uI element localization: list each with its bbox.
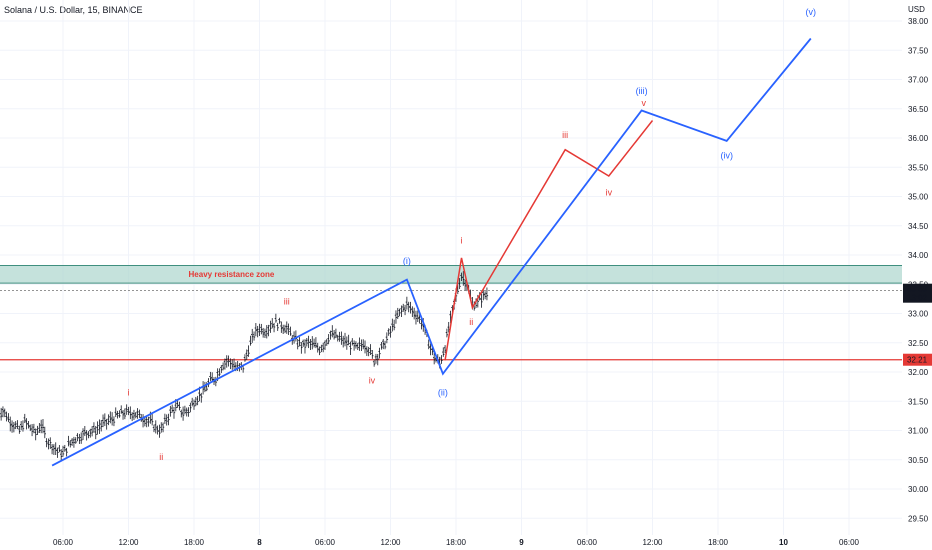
red-wave-label: i <box>460 235 462 245</box>
blue-wave-path <box>51 37 812 467</box>
y-tick-label: 34.00 <box>908 251 929 260</box>
y-tick-label: 32.50 <box>908 339 929 348</box>
x-tick-label: 06:00 <box>315 538 336 547</box>
x-tick-label: 12:00 <box>118 538 139 547</box>
y-tick-label: 32.00 <box>908 368 929 377</box>
x-tick-label: 18:00 <box>708 538 729 547</box>
support-price-label: 32.21 <box>907 356 928 365</box>
resistance-zone-label: Heavy resistance zone <box>189 270 275 279</box>
blue-wave-label: (iv) <box>720 150 733 160</box>
x-tick-label: 12:00 <box>380 538 401 547</box>
y-tick-label: 30.00 <box>908 485 929 494</box>
red-wave-path <box>444 120 654 361</box>
y-axis-unit: USD <box>908 5 925 14</box>
y-tick-label: 35.00 <box>908 193 929 202</box>
current-price-tag <box>903 283 932 303</box>
red-wave-label: v <box>642 98 647 108</box>
support-price-tag <box>903 353 932 366</box>
resistance-zone-fill <box>0 265 902 284</box>
wave-count <box>51 37 812 467</box>
y-tick-label: 34.50 <box>908 222 929 231</box>
x-tick-label: 9 <box>519 538 524 547</box>
price-countdown: 13:02 <box>907 294 928 303</box>
y-tick-label: 38.00 <box>908 17 929 26</box>
y-tick-label: 36.50 <box>908 105 929 114</box>
y-axis-bg <box>902 0 932 550</box>
x-tick-label: 06:00 <box>577 538 598 547</box>
x-axis-bg <box>0 535 902 550</box>
y-tick-label: 37.50 <box>908 46 929 55</box>
y-tick-label: 30.50 <box>908 456 929 465</box>
red-wave-label: iii <box>284 297 290 307</box>
red-wave-label: iv <box>606 187 613 197</box>
blue-wave-label: (iii) <box>636 86 648 96</box>
x-tick-label: 06:00 <box>53 538 74 547</box>
chart-title: Solana / U.S. Dollar, 15, BINANCE <box>4 5 143 15</box>
red-wave-label: ii <box>469 317 473 327</box>
x-tick-label: 18:00 <box>446 538 467 547</box>
red-wave-label: ii <box>159 452 163 462</box>
red-wave-label: iv <box>369 376 376 386</box>
red-wave-label: i <box>128 387 130 397</box>
y-tick-label: 29.50 <box>908 514 929 523</box>
x-tick-label: 12:00 <box>642 538 663 547</box>
resistance-zone: Heavy resistance zone <box>0 265 902 292</box>
y-axis[interactable]: USD 38.00 37.50 37.00 36.50 36.00 35.50 35.00 34… <box>902 0 932 550</box>
x-tick-label: 10 <box>779 538 788 547</box>
blue-wave-label: (i) <box>403 256 411 266</box>
y-tick-label: 31.00 <box>908 427 929 436</box>
blue-wave-label: (ii) <box>438 387 448 397</box>
blue-wave-label: (v) <box>806 7 817 17</box>
x-tick-label: 06:00 <box>839 538 860 547</box>
y-tick-label: 36.00 <box>908 134 929 143</box>
y-tick-label: 37.00 <box>908 76 929 85</box>
y-tick-label: 33.00 <box>908 310 929 319</box>
current-price-label: 33.39 <box>907 285 928 294</box>
red-wave-label: iii <box>562 130 568 140</box>
x-axis[interactable]: 06:00 12:00 18:00 8 06:00 12:00 18:00 9 06:00 12:… <box>0 535 902 550</box>
price-series <box>0 271 489 462</box>
x-tick-label: 18:00 <box>184 538 205 547</box>
y-tick-label: 31.50 <box>908 397 929 406</box>
x-tick-label: 8 <box>257 538 262 547</box>
y-tick-label: 35.50 <box>908 163 929 172</box>
